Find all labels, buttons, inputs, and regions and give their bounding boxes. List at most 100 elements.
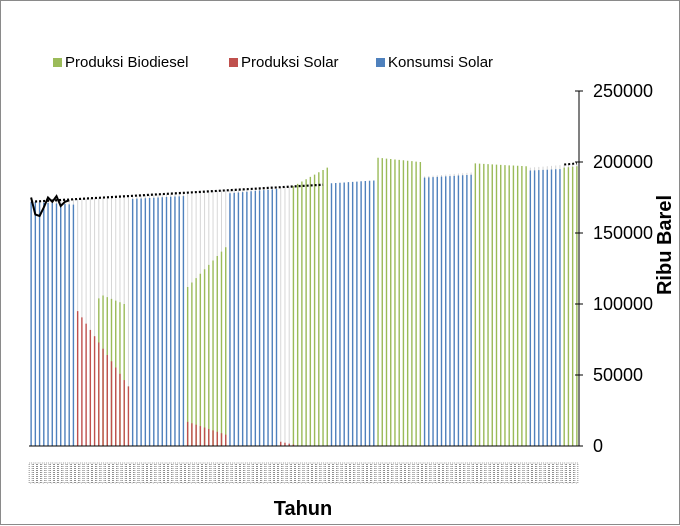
- x-tick-label: [202, 462, 206, 484]
- x-tick-label: [523, 462, 528, 484]
- x-tick-label: [134, 462, 139, 484]
- x-tick-label: [75, 462, 79, 484]
- x-tick-label: [37, 462, 41, 484]
- x-tick-label: [274, 462, 278, 484]
- x-tick-label: [79, 462, 84, 484]
- x-tick-label: [430, 462, 435, 484]
- x-tick-label: [477, 462, 481, 484]
- x-tick-label: [354, 462, 359, 484]
- x-tick-label: [426, 462, 431, 484]
- x-tick-label: [240, 462, 244, 484]
- x-tick-label: [485, 462, 490, 484]
- x-tick-label: [28, 462, 33, 484]
- x-tick-label: [96, 462, 101, 484]
- x-tick-label: [350, 462, 354, 484]
- x-tick-label: [147, 462, 151, 484]
- legend-swatch: [53, 58, 62, 67]
- x-tick-label: [269, 462, 274, 484]
- x-tick-label: [329, 462, 333, 484]
- y-axis-title: Ribu Barel: [654, 195, 676, 295]
- x-tick-label: [506, 462, 511, 484]
- x-tick-label: [176, 462, 181, 484]
- x-tick-label: [62, 462, 67, 484]
- x-tick-label: [388, 462, 393, 484]
- x-tick-label: [468, 462, 473, 484]
- dotted-trend-line-end: [564, 162, 577, 166]
- x-tick-label: [198, 462, 202, 484]
- x-axis-title: Tahun: [274, 498, 333, 520]
- legend-swatch: [229, 58, 238, 67]
- x-tick-label: [236, 462, 240, 484]
- x-tick-label: [168, 462, 173, 484]
- y-tick-label: 100000: [593, 294, 653, 314]
- x-tick-label: [159, 462, 164, 484]
- x-tick-label: [295, 462, 299, 484]
- x-tick-label: [299, 462, 304, 484]
- x-tick-label: [41, 462, 46, 484]
- x-tick-label: [308, 462, 312, 484]
- x-tick-label: [291, 462, 295, 484]
- x-tick-label: [566, 462, 570, 484]
- bars: [30, 157, 578, 446]
- x-tick-label: [257, 462, 261, 484]
- x-tick-label: [473, 462, 477, 484]
- x-tick-label: [172, 462, 177, 484]
- x-tick-label: [384, 462, 388, 484]
- x-tick-label: [45, 462, 50, 484]
- x-tick-label: [392, 462, 397, 484]
- x-tick-label: [489, 462, 494, 484]
- y-tick-label: 0: [593, 436, 603, 456]
- x-tick-label: [100, 462, 105, 484]
- x-tick-label: [379, 462, 384, 484]
- solid-line: [30, 194, 70, 218]
- x-tick-label: [333, 462, 338, 484]
- x-tick-label: [109, 462, 113, 484]
- x-tick-label: [363, 462, 367, 484]
- background-stripes: [30, 163, 578, 446]
- lines: [29, 162, 579, 447]
- x-tick-label: [261, 462, 266, 484]
- x-tick-label: [570, 462, 574, 484]
- x-tick-label: [375, 462, 380, 484]
- x-tick-label: [303, 462, 308, 484]
- x-tick-label: [498, 462, 503, 484]
- x-tick-label: [54, 462, 58, 484]
- dotted-trend-line: [31, 183, 324, 203]
- legend: Produksi Biodiesel Produksi Solar Konsumsi…: [53, 54, 493, 71]
- x-tick-label: [248, 462, 253, 484]
- x-tick-label: [396, 462, 401, 484]
- x-tick-label: [49, 462, 54, 484]
- x-tick-label: [278, 462, 283, 484]
- x-tick-label: [71, 462, 75, 484]
- legend-label: Produksi Biodiesel: [65, 54, 188, 71]
- x-tick-label: [316, 462, 321, 484]
- x-tick-label: [447, 462, 452, 484]
- x-tick-label: [219, 462, 223, 484]
- x-tick-label: [121, 462, 126, 484]
- x-tick-label: [126, 462, 130, 484]
- x-tick-label: [58, 462, 63, 484]
- y-tick-label: 200000: [593, 152, 653, 172]
- x-tick-label: [341, 462, 346, 484]
- x-tick-label: [143, 462, 147, 484]
- x-tick-label: [358, 462, 363, 484]
- legend-label: Produksi Solar: [241, 54, 339, 71]
- x-tick-label: [544, 462, 549, 484]
- x-tick-label: [210, 462, 215, 484]
- x-tick-label: [320, 462, 325, 484]
- x-tick-label: [231, 462, 236, 484]
- x-tick-label: [138, 462, 143, 484]
- x-tick-label: [528, 462, 532, 484]
- x-tick-label: [92, 462, 96, 484]
- x-tick-label: [223, 462, 228, 484]
- x-tick-label: [164, 462, 168, 484]
- x-tick-label: [413, 462, 418, 484]
- x-tick-label: [511, 462, 515, 484]
- x-tick-labels: [28, 462, 579, 484]
- x-tick-label: [337, 462, 342, 484]
- x-tick-label: [367, 462, 371, 484]
- x-tick-label: [553, 462, 558, 484]
- x-tick-label: [456, 462, 460, 484]
- x-tick-label: [282, 462, 287, 484]
- x-tick-label: [434, 462, 439, 484]
